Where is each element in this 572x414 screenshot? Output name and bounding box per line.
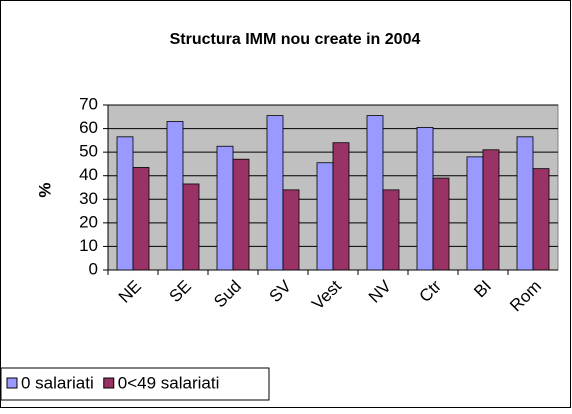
y-tick-label: 70 — [79, 94, 98, 113]
bar — [366, 115, 384, 271]
y-tick-label: 20 — [79, 212, 98, 231]
legend-label: 0<49 salariati — [118, 373, 220, 392]
bar — [516, 136, 534, 271]
bar — [282, 189, 300, 271]
legend-swatch — [103, 377, 115, 389]
bar — [216, 145, 234, 271]
bar — [316, 162, 334, 271]
legend-label: 0 salariati — [21, 373, 94, 392]
bar — [266, 115, 284, 271]
bar — [166, 121, 184, 271]
bar — [232, 158, 250, 271]
bar — [482, 149, 500, 271]
bar — [116, 136, 134, 271]
y-tick-label: 50 — [79, 142, 98, 161]
y-tick-label: 0 — [89, 259, 98, 278]
bar — [382, 189, 400, 271]
bar — [432, 177, 450, 271]
bar — [332, 142, 350, 271]
y-tick-label: 10 — [79, 236, 98, 255]
chart-title: Structura IMM nou create in 2004 — [170, 31, 421, 48]
y-tick-label: 30 — [79, 189, 98, 208]
bar — [132, 167, 150, 271]
y-tick-label: 60 — [79, 118, 98, 137]
legend-box — [0, 367, 270, 401]
bar — [466, 156, 484, 271]
bar — [182, 183, 200, 271]
bar — [416, 126, 434, 271]
y-tick-label: 40 — [79, 165, 98, 184]
bar — [532, 168, 550, 271]
legend-swatch — [6, 377, 18, 389]
y-axis-label: % — [35, 182, 54, 197]
